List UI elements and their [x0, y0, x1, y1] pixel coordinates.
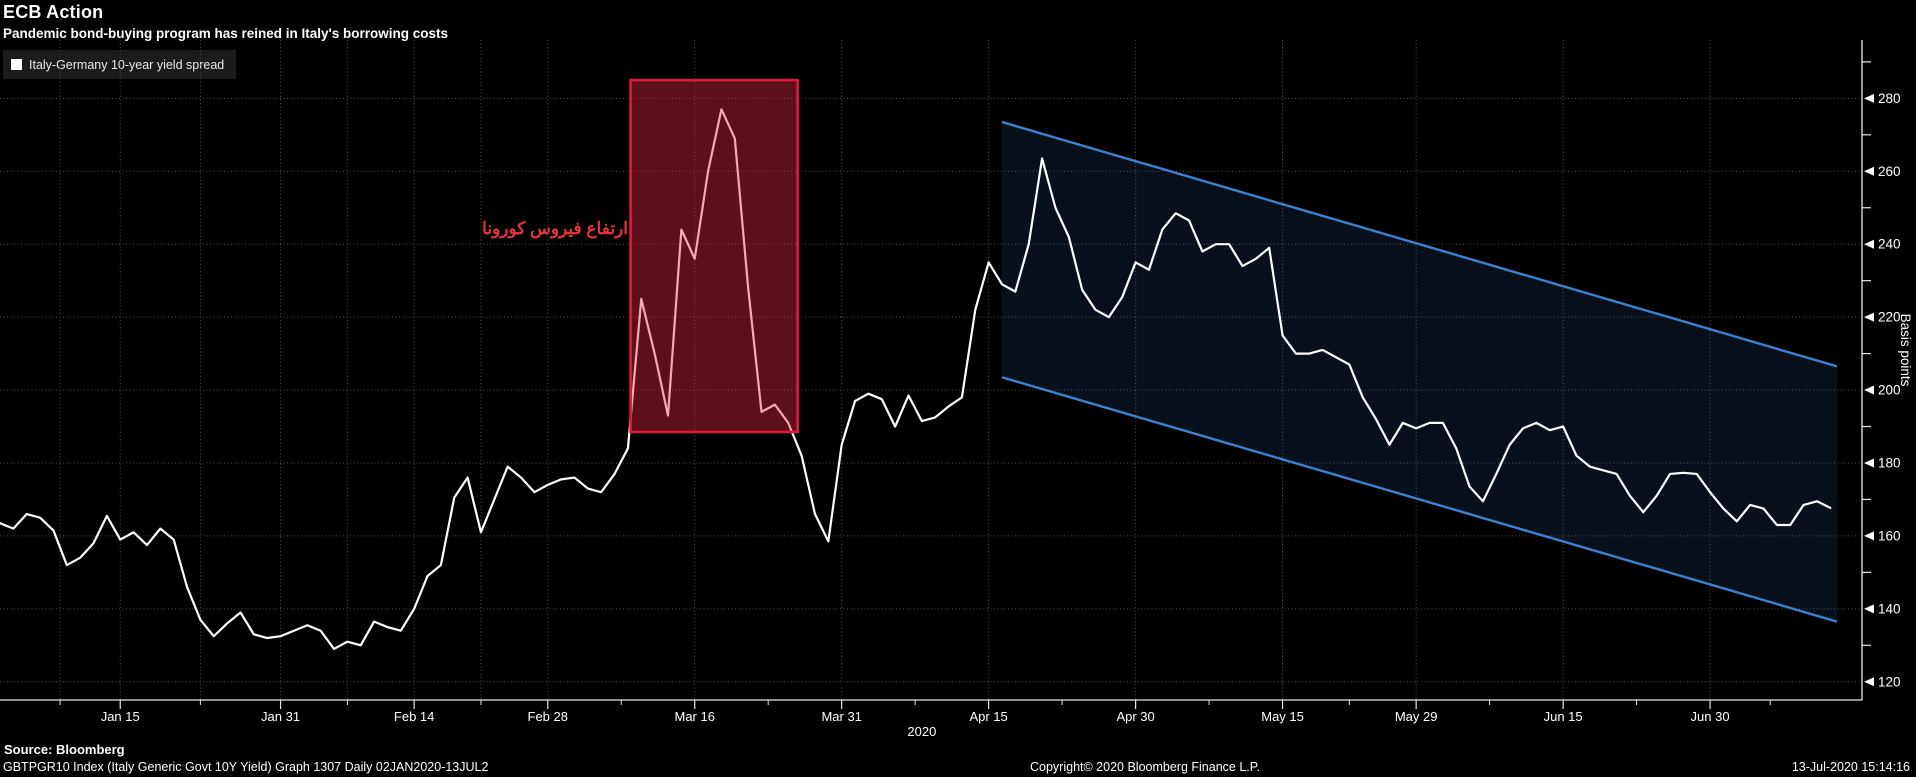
trend-channel-upper-line [1001, 120, 1838, 368]
x-axis-year-label: 2020 [907, 724, 936, 739]
x-tick-label: May 15 [1261, 709, 1304, 724]
y-tick-arrow-icon [1864, 239, 1874, 249]
page-title: ECB Action [3, 2, 104, 22]
legend-label: Italy-Germany 10-year yield spread [29, 57, 225, 72]
x-tick-label: Jan 15 [101, 709, 140, 724]
footer-index-line: GBTPGR10 Index (Italy Generic Govt 10Y Y… [3, 760, 489, 774]
yield-spread-line [0, 108, 1832, 651]
y-tick-label: 160 [1878, 528, 1901, 543]
y-tick-arrow-icon [1864, 604, 1874, 614]
y-tick-label: 180 [1878, 455, 1901, 470]
y-axis-title: Basis points [1898, 314, 1913, 387]
y-tick-arrow-icon [1864, 458, 1874, 468]
x-tick-label: Feb 14 [394, 709, 434, 724]
y-tick-label: 220 [1878, 310, 1901, 325]
y-tick-label: 140 [1878, 601, 1901, 616]
y-tick-arrow-icon [1864, 166, 1874, 176]
y-tick-label: 240 [1878, 237, 1901, 252]
y-tick-arrow-icon [1864, 531, 1874, 541]
x-tick-label: Mar 16 [674, 709, 714, 724]
footer-source: Source: Bloomberg [4, 742, 125, 757]
y-tick-arrow-icon [1864, 93, 1874, 103]
x-tick-label: Apr 30 [1116, 709, 1154, 724]
footer-copyright: Copyright© 2020 Bloomberg Finance L.P. [1030, 760, 1260, 774]
x-tick-label: Jan 31 [261, 709, 300, 724]
legend-swatch-icon [11, 59, 22, 70]
y-tick-label: 280 [1878, 91, 1901, 106]
coronavirus-highlight-box [629, 78, 799, 434]
x-tick-label: Jun 15 [1544, 709, 1583, 724]
x-tick-label: May 29 [1395, 709, 1438, 724]
chart-subtitle: Pandemic bond-buying program has reined … [3, 26, 449, 41]
y-tick-label: 260 [1878, 164, 1901, 179]
annotation-coronavirus-rise: ارتفاع فيروس كورونا [482, 219, 628, 238]
trend-channel-fill [1002, 122, 1837, 622]
y-tick-arrow-icon [1864, 385, 1874, 395]
x-tick-label: Feb 28 [528, 709, 568, 724]
y-tick-arrow-icon [1864, 312, 1874, 322]
x-tick-label: Mar 31 [821, 709, 861, 724]
y-tick-label: 120 [1878, 674, 1901, 689]
chart-header: ECB Action Pandemic bond-buying program … [3, 2, 448, 41]
x-tick-label: Jun 30 [1691, 709, 1730, 724]
y-tick-label: 200 [1878, 383, 1901, 398]
trend-channel-lower-line [1001, 376, 1838, 623]
legend: Italy-Germany 10-year yield spread [3, 50, 237, 79]
x-tick-label: Apr 15 [969, 709, 1007, 724]
footer-datetime: 13-Jul-2020 15:14:16 [1791, 760, 1910, 774]
y-tick-arrow-icon [1864, 677, 1874, 687]
